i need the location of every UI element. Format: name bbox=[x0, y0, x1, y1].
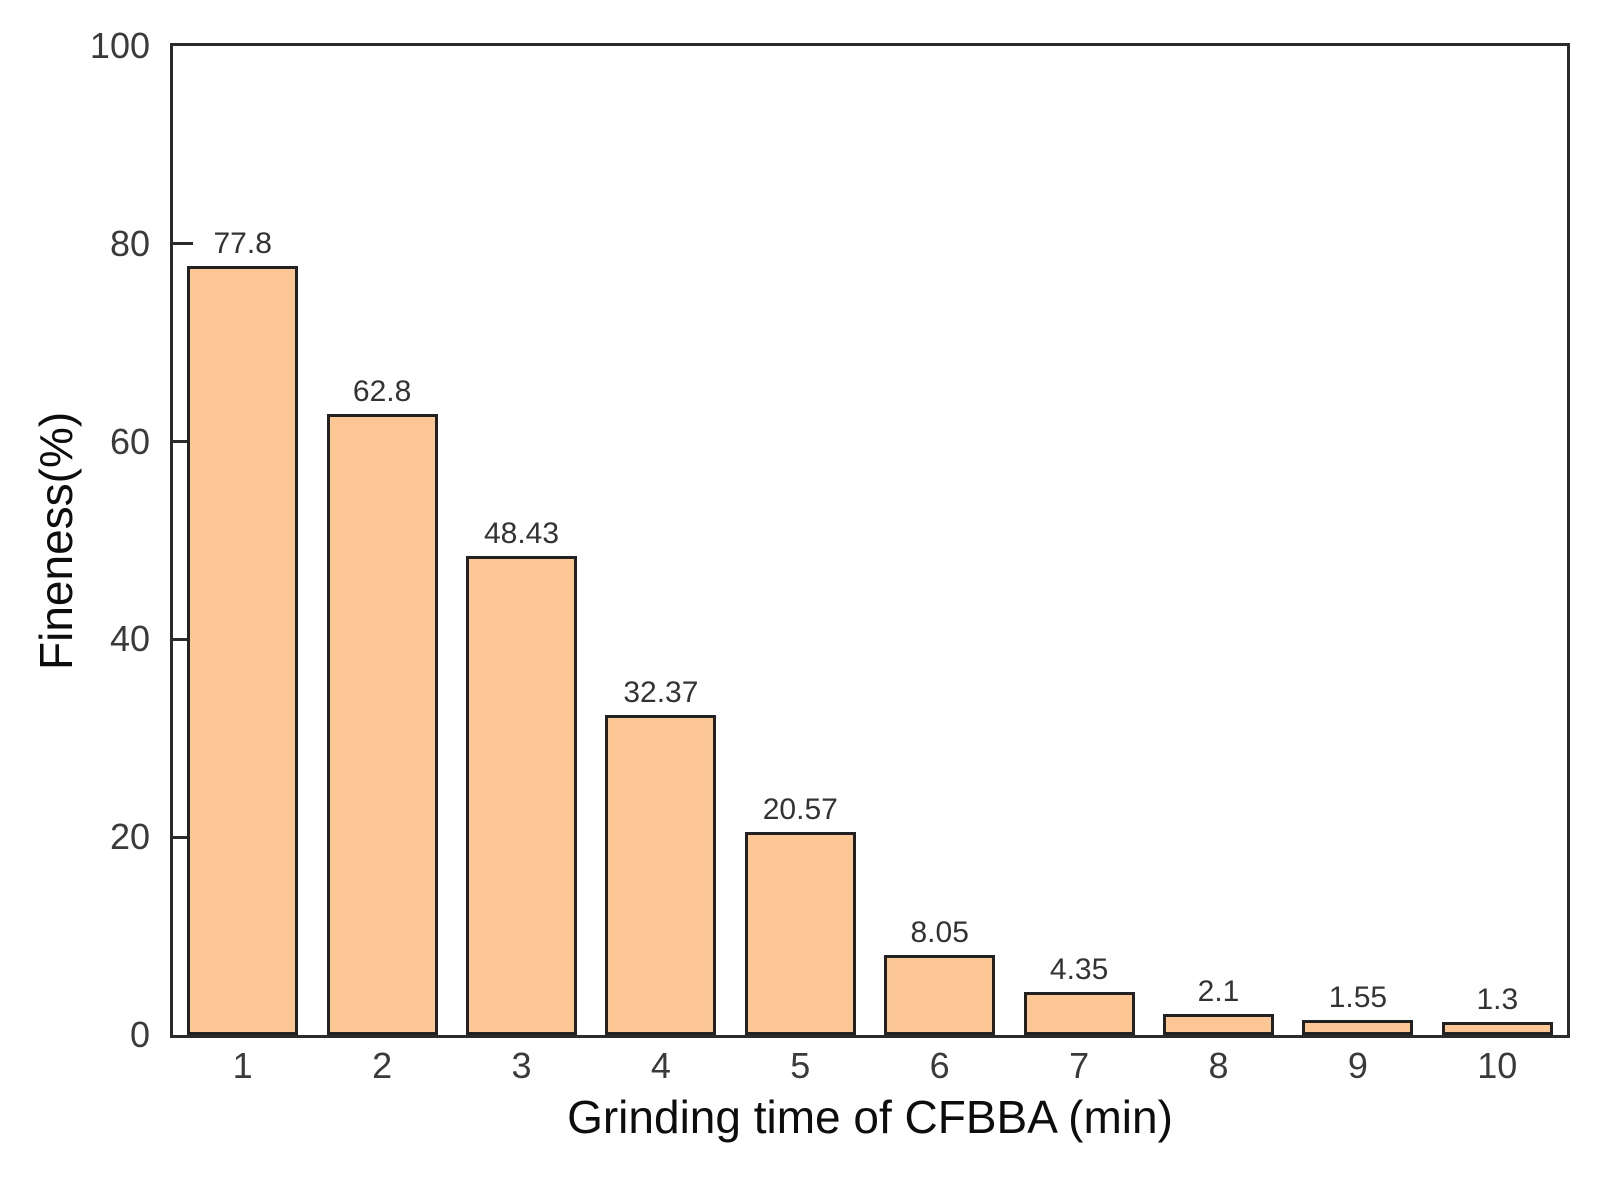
bar-value-label: 77.8 bbox=[213, 226, 272, 260]
bar-value-label: 1.3 bbox=[1476, 983, 1519, 1017]
x-tick-label: 9 bbox=[1347, 1045, 1368, 1086]
bar-value-label: 62.8 bbox=[352, 374, 412, 408]
bar-value-label: 32.37 bbox=[623, 675, 699, 709]
y-tick-label: 100 bbox=[89, 25, 150, 66]
y-tick-mark bbox=[173, 835, 193, 839]
y-tick-mark bbox=[173, 440, 193, 444]
bar-value-label: 4.35 bbox=[1049, 952, 1109, 986]
x-tick-label: 5 bbox=[790, 1045, 811, 1086]
x-tick-label: 4 bbox=[650, 1045, 671, 1086]
bar-value-label: 20.57 bbox=[762, 792, 838, 826]
bar bbox=[187, 265, 299, 1035]
y-tick-label: 60 bbox=[109, 420, 150, 462]
y-tick-label: 0 bbox=[129, 1014, 150, 1055]
x-tick-label: 7 bbox=[1069, 1045, 1090, 1086]
x-axis-title: Grinding time of CFBBA (min) bbox=[567, 1091, 1173, 1143]
bar-value-label: 48.43 bbox=[483, 517, 560, 551]
x-tick-label: 10 bbox=[1477, 1045, 1518, 1086]
bar bbox=[1163, 1014, 1274, 1035]
x-tick-label: 2 bbox=[372, 1045, 393, 1086]
x-tick-label: 6 bbox=[929, 1045, 950, 1086]
bar-value-label: 1.55 bbox=[1328, 980, 1388, 1014]
bar bbox=[1023, 991, 1135, 1035]
x-tick-label: 1 bbox=[232, 1045, 253, 1086]
bar bbox=[326, 413, 438, 1035]
bar bbox=[744, 831, 856, 1035]
y-tick-label: 80 bbox=[109, 222, 150, 264]
y-tick-label: 40 bbox=[109, 618, 150, 660]
bar-value-label: 2.1 bbox=[1197, 975, 1240, 1009]
y-tick-mark bbox=[173, 637, 193, 641]
bar bbox=[466, 556, 577, 1035]
bar bbox=[1302, 1019, 1414, 1035]
x-tick-label: 8 bbox=[1208, 1045, 1229, 1086]
y-tick-label: 20 bbox=[109, 816, 150, 858]
bar-value-label: 8.05 bbox=[910, 916, 969, 950]
bar bbox=[1441, 1022, 1553, 1035]
y-axis-title: Fineness(%) bbox=[30, 411, 82, 670]
bar bbox=[605, 714, 717, 1035]
y-tick-mark bbox=[173, 242, 193, 246]
x-tick-label: 3 bbox=[511, 1045, 532, 1086]
plot-area: 77.8 62.8 48.43 32.37 20.57 8.05 4.35 2.1 1.55 1.… bbox=[170, 43, 1570, 1038]
bar bbox=[884, 955, 996, 1035]
